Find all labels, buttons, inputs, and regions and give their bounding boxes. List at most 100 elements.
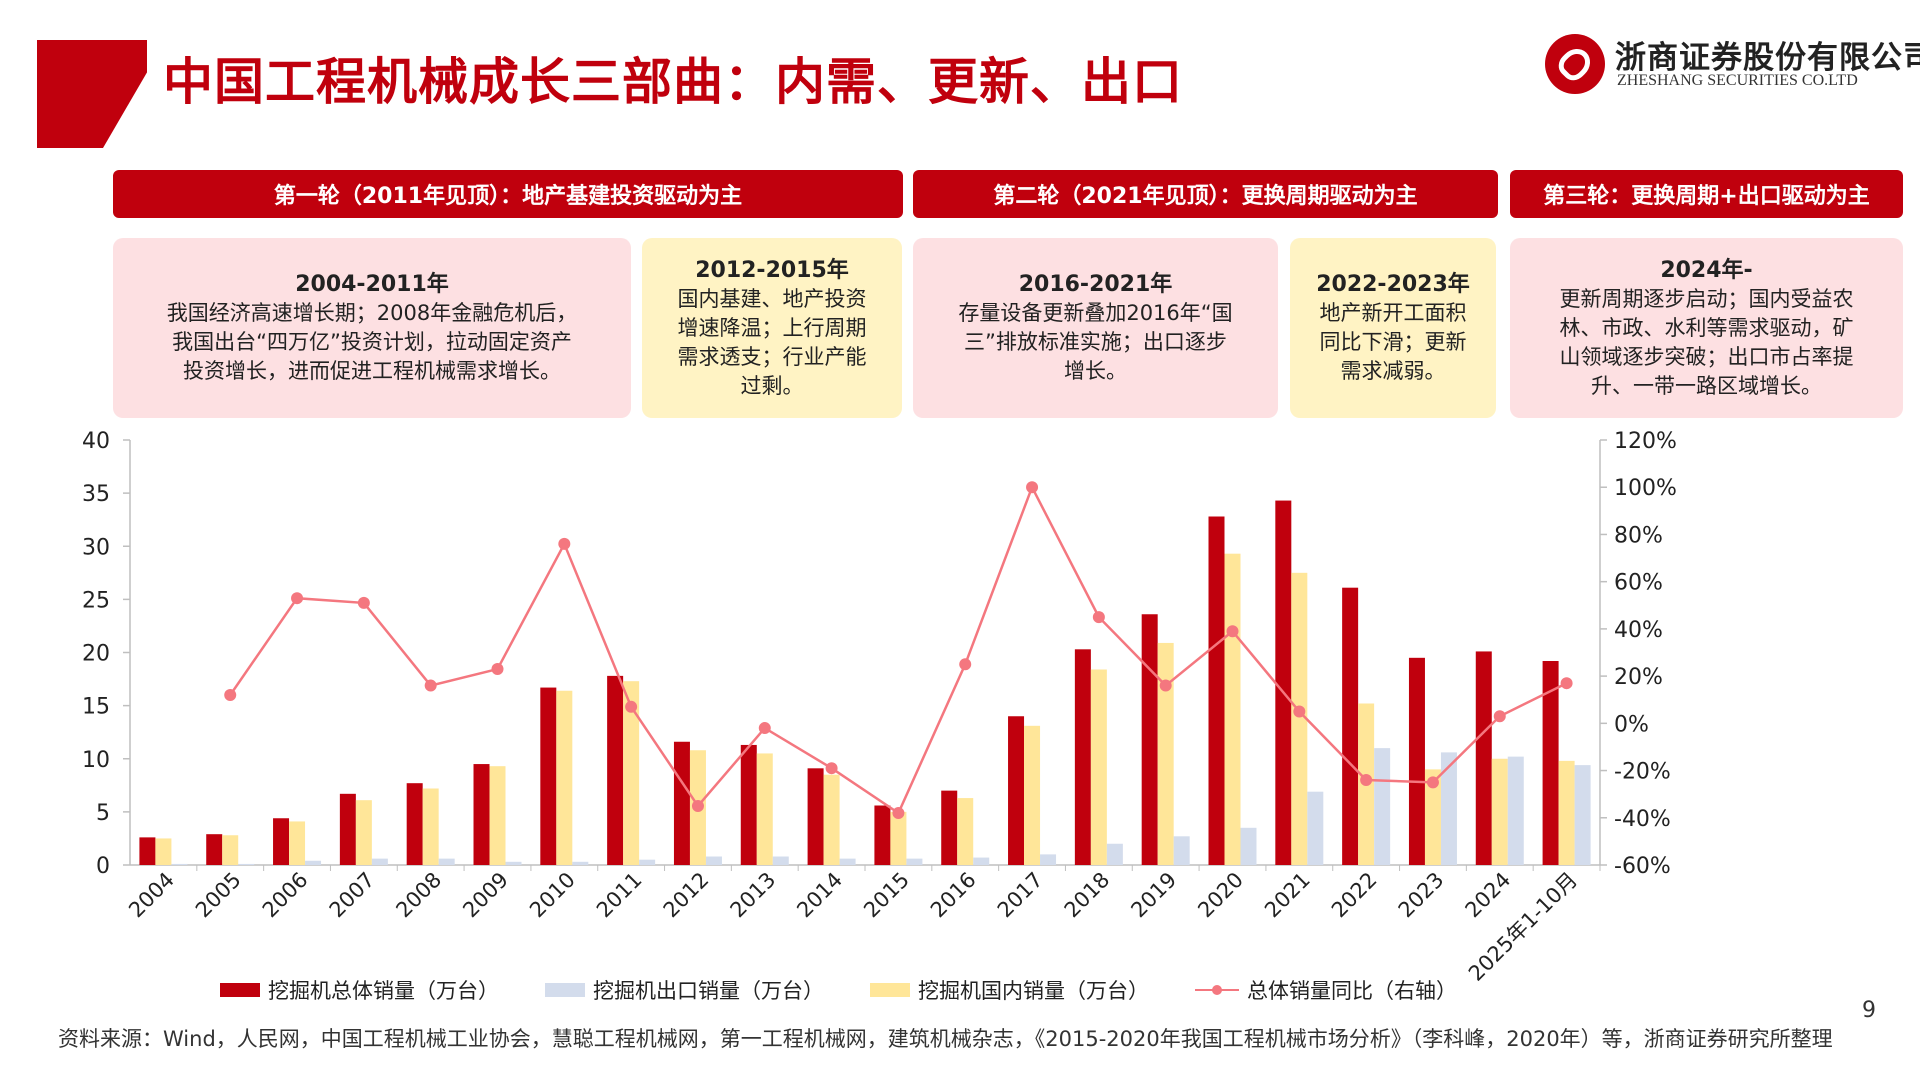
bar-export xyxy=(1106,843,1123,865)
bar-total xyxy=(339,793,356,865)
legend-swatch xyxy=(870,983,910,997)
bar-export xyxy=(705,856,722,865)
yoy-point xyxy=(892,807,905,820)
period-text-line: 升、一带一路区域增长。 xyxy=(1591,373,1822,398)
x-tick-label: 2012 xyxy=(659,868,714,923)
bar-total xyxy=(807,768,824,865)
bar-total xyxy=(1008,716,1025,865)
bar-total xyxy=(1408,657,1425,865)
legend-item-total: 挖掘机总体销量（万台） xyxy=(220,975,499,1005)
phase-banner-2: 第二轮（2021年见顶）：更换周期驱动为主 xyxy=(913,170,1498,218)
x-tick-label: 2020 xyxy=(1193,868,1248,923)
bar-domestic xyxy=(1024,725,1041,865)
y-left-tick-label: 0 xyxy=(96,854,110,879)
yoy-point xyxy=(825,762,838,775)
bar-domestic xyxy=(1291,572,1308,865)
bar-domestic xyxy=(155,838,172,865)
x-tick-label: 2014 xyxy=(792,868,847,923)
bar-export xyxy=(572,861,589,865)
legend-item-domestic: 挖掘机国内销量（万台） xyxy=(870,975,1149,1005)
bar-total xyxy=(673,741,690,865)
period-box-2012-2015: 2012-2015年 国内基建、地产投资 增速降温；上行周期 需求透支；行业产能… xyxy=(642,238,902,418)
period-box-2022-2023: 2022-2023年 地产新开工面积 同比下滑；更新 需求减弱。 xyxy=(1290,238,1496,418)
period-heading: 2012-2015年 xyxy=(695,257,849,283)
logo-chinese-name: 浙商证券股份有限公司 xyxy=(1615,40,1920,76)
period-text-line: 我国出台“四万亿”投资计划，拉动固定资产 xyxy=(172,330,572,354)
bar-export xyxy=(1440,752,1457,865)
yoy-point xyxy=(1426,776,1439,789)
period-heading: 2016-2021年 xyxy=(1018,272,1173,297)
legend-label: 挖掘机出口销量（万台） xyxy=(593,979,824,1003)
x-tick-label: 2010 xyxy=(525,868,580,923)
bar-total xyxy=(607,675,624,865)
bar-export xyxy=(1507,756,1524,865)
x-tick-label: 2004 xyxy=(124,868,179,923)
phase-banner-3: 第三轮：更换周期+出口驱动为主 xyxy=(1510,170,1903,218)
bar-domestic xyxy=(355,800,372,865)
y-left-tick-label: 15 xyxy=(82,695,110,720)
company-logo: 浙商证券股份有限公司 ZHESHANG SECURITIES CO.LTD xyxy=(1545,30,1920,94)
bar-total xyxy=(1074,649,1091,865)
x-tick-label: 2022 xyxy=(1327,868,1382,923)
x-tick-label: 2016 xyxy=(926,868,981,923)
y-left-tick-label: 25 xyxy=(82,588,110,613)
bar-total xyxy=(1342,587,1359,865)
x-tick-label: 2021 xyxy=(1260,868,1315,923)
bar-domestic xyxy=(1090,669,1107,865)
bar-domestic xyxy=(1424,769,1441,865)
bar-export xyxy=(772,856,789,865)
bar-export xyxy=(1173,836,1190,865)
period-text-line: 我国经济高速增长期；2008年金融危机后， xyxy=(166,301,578,325)
period-text-line: 存量设备更新叠加2016年“国 xyxy=(958,301,1233,325)
bar-domestic xyxy=(823,774,840,865)
y-right-tick-label: 100% xyxy=(1614,476,1677,501)
bar-domestic xyxy=(890,811,907,865)
yoy-point xyxy=(625,700,638,713)
yoy-point xyxy=(1560,677,1573,690)
bar-export xyxy=(1240,827,1257,865)
x-tick-label: 2005 xyxy=(191,868,246,923)
bar-total xyxy=(1475,651,1492,865)
period-text-line: 过剩。 xyxy=(740,373,804,398)
x-tick-label: 2015 xyxy=(859,868,914,923)
x-tick-label: 2007 xyxy=(325,868,380,923)
x-tick-label: 2008 xyxy=(391,868,446,923)
bar-total xyxy=(740,744,757,865)
period-text-line: 投资增长，进而促进工程机械需求增长。 xyxy=(183,359,561,383)
yoy-point xyxy=(1159,679,1172,692)
bar-export xyxy=(305,860,322,865)
bar-total xyxy=(1542,661,1559,865)
y-right-tick-label: 80% xyxy=(1614,523,1663,548)
bar-domestic xyxy=(556,690,573,865)
period-text-line: 同比下滑；更新 xyxy=(1319,330,1467,354)
legend-swatch xyxy=(545,983,585,997)
yoy-point xyxy=(691,799,704,812)
bar-export xyxy=(1040,854,1057,865)
period-text-line: 三”排放标准实施；出口逐步 xyxy=(964,330,1227,354)
legend-swatch xyxy=(220,983,260,997)
bar-total xyxy=(1141,614,1158,865)
yoy-point xyxy=(758,722,771,735)
bar-total xyxy=(941,790,958,865)
y-left-tick-label: 35 xyxy=(82,482,110,507)
bar-export xyxy=(171,863,188,865)
page-title: 中国工程机械成长三部曲：内需、更新、出口 xyxy=(163,53,1183,111)
period-heading: 2004-2011年 xyxy=(295,272,449,297)
x-tick-label: 2006 xyxy=(258,868,313,923)
source-note: 资料来源：Wind，人民网，中国工程机械工业协会，慧聪工程机械网，第一工程机械网… xyxy=(58,1027,1833,1051)
legend-item-yoy: 总体销量同比（右轴） xyxy=(1195,975,1457,1005)
phase-banner-1: 第一轮（2011年见顶）：地产基建投资驱动为主 xyxy=(113,170,903,218)
bar-export xyxy=(973,857,990,865)
period-text-line: 需求透支；行业产能 xyxy=(677,344,867,369)
bar-total xyxy=(273,818,290,865)
bar-domestic xyxy=(1157,642,1174,865)
yoy-point xyxy=(224,689,237,701)
logo-english-name: ZHESHANG SECURITIES CO.LTD xyxy=(1617,72,1858,89)
y-left-tick-label: 30 xyxy=(82,535,110,560)
x-tick-label: 2019 xyxy=(1126,868,1181,923)
legend-label: 总体销量同比（右轴） xyxy=(1247,979,1457,1003)
bar-total xyxy=(540,687,557,865)
period-box-2016-2021: 2016-2021年 存量设备更新叠加2016年“国 三”排放标准实施；出口逐步… xyxy=(913,238,1278,418)
period-text-line: 需求减弱。 xyxy=(1340,359,1446,383)
